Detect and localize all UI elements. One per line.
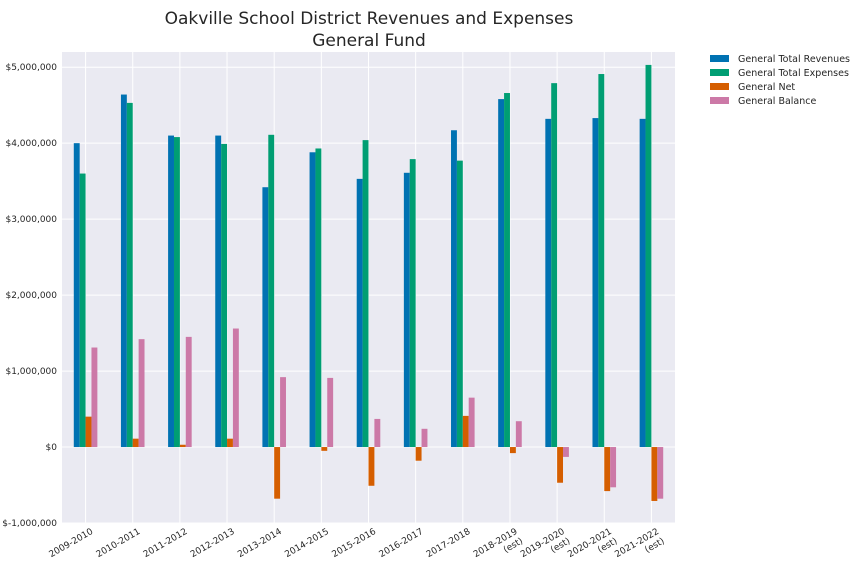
bar-general-total-revenues <box>592 118 599 448</box>
bar-general-total-revenues <box>639 118 646 448</box>
x-tick-label-line: 2012-2013 <box>189 527 236 560</box>
bar-general-net <box>132 438 139 448</box>
x-tick-label: 2017-2018 <box>425 527 473 560</box>
bar-general-net <box>651 447 658 501</box>
bar-general-net <box>415 447 422 461</box>
legend-swatch <box>710 55 729 62</box>
chart-subtitle: General Fund <box>312 31 426 51</box>
plot-area: $-1,000,000 $0 $1,000,000 $2,000,000 $3,000,… <box>2 52 675 560</box>
legend-swatch <box>710 69 729 76</box>
bar-general-net <box>509 447 516 454</box>
x-tick-label: 2010-2011 <box>95 527 142 560</box>
bar-general-total-expenses <box>173 137 180 448</box>
x-tick-label-line: 2010-2011 <box>95 527 142 560</box>
legend-label: General Total Revenues <box>738 54 850 65</box>
bar-general-total-expenses <box>645 64 652 448</box>
y-tick-label: $0 <box>46 443 58 453</box>
bar-general-total-revenues <box>120 94 127 448</box>
bar-general-net <box>274 447 281 499</box>
bar-general-total-expenses <box>79 173 86 448</box>
bar-general-net <box>557 447 564 483</box>
legend-label: General Net <box>738 82 795 93</box>
bar-general-total-revenues <box>545 118 552 448</box>
bar-general-net <box>321 447 328 451</box>
legend-swatch <box>710 97 729 104</box>
y-tick-label: $3,000,000 <box>5 215 57 225</box>
x-tick-label: 2018-2019(est) <box>472 527 525 560</box>
bar-general-balance <box>468 397 475 448</box>
x-tick-label: 2021-2022(est) <box>613 527 666 560</box>
bar-general-total-expenses <box>456 160 463 448</box>
bar-general-balance <box>232 328 239 448</box>
bar-general-total-expenses <box>598 74 605 448</box>
bar-general-total-revenues <box>451 130 457 448</box>
x-tick-label: 2014-2015 <box>283 527 330 560</box>
x-tick-label-line: 2017-2018 <box>425 527 473 560</box>
chart-title: Oakville School District Revenues and Ex… <box>165 9 574 29</box>
bar-general-total-expenses <box>551 83 558 448</box>
y-tick-label: $5,000,000 <box>5 63 57 73</box>
bar-general-net <box>368 447 375 486</box>
x-tick-label-line: 2015-2016 <box>331 527 379 560</box>
x-tick-label: 2013-2014 <box>236 527 284 560</box>
bar-general-total-expenses <box>504 93 510 448</box>
bar-general-total-revenues <box>356 178 363 448</box>
bar-general-total-revenues <box>403 172 410 448</box>
bar-general-net <box>179 444 186 448</box>
x-tick-label-line: 2009-2010 <box>48 527 96 560</box>
y-tick-label: $-1,000,000 <box>2 519 57 529</box>
bar-general-balance <box>327 377 334 448</box>
bar-general-total-expenses <box>268 134 275 448</box>
bar-general-total-expenses <box>221 143 228 448</box>
bar-general-total-expenses <box>315 148 322 448</box>
bar-general-total-revenues <box>168 135 174 448</box>
y-tick-label: $2,000,000 <box>5 291 57 301</box>
x-tick-label-line: 2014-2015 <box>283 527 330 560</box>
x-tick-label: 2011-2012 <box>142 527 189 560</box>
bar-general-total-revenues <box>262 187 269 448</box>
bar-general-balance <box>610 447 617 488</box>
legend-label: General Total Expenses <box>738 68 849 79</box>
bar-general-balance <box>280 377 286 448</box>
bar-general-balance <box>563 447 569 457</box>
bar-general-net <box>85 416 92 448</box>
x-tick-label: 2012-2013 <box>189 527 236 560</box>
legend-label: General Balance <box>738 96 817 107</box>
bar-general-balance <box>657 447 664 499</box>
bar-general-balance <box>185 336 192 448</box>
bar-general-balance <box>374 418 381 448</box>
x-tick-label: 2019-2020(est) <box>519 527 572 560</box>
bar-general-total-revenues <box>498 99 505 448</box>
bar-general-net <box>462 415 469 448</box>
legend-swatch <box>710 83 729 90</box>
bar-general-total-revenues <box>309 152 316 448</box>
bar-general-total-expenses <box>409 159 416 448</box>
x-tick-label-line: 2016-2017 <box>378 527 425 560</box>
bar-general-balance <box>91 347 98 448</box>
x-tick-label: 2009-2010 <box>48 527 96 560</box>
x-tick-label: 2016-2017 <box>378 527 425 560</box>
bar-general-total-expenses <box>126 102 133 448</box>
x-tick-label-line: 2011-2012 <box>142 527 189 560</box>
x-tick-label: 2020-2021(est) <box>566 527 619 560</box>
x-tick-label-line: 2013-2014 <box>236 527 284 560</box>
x-tick-label: 2015-2016 <box>331 527 379 560</box>
bar-general-net <box>227 438 233 448</box>
y-tick-label: $4,000,000 <box>5 139 57 149</box>
bar-general-total-revenues <box>215 135 222 448</box>
y-tick-label: $1,000,000 <box>5 367 57 377</box>
bar-general-balance <box>515 421 522 448</box>
bar-general-total-revenues <box>73 143 80 448</box>
legend: General Total Revenues General Total Expe… <box>710 54 850 107</box>
bar-general-balance <box>421 428 428 448</box>
bar-general-total-expenses <box>362 140 369 448</box>
bar-general-net <box>604 447 611 492</box>
bar-general-balance <box>138 339 145 448</box>
